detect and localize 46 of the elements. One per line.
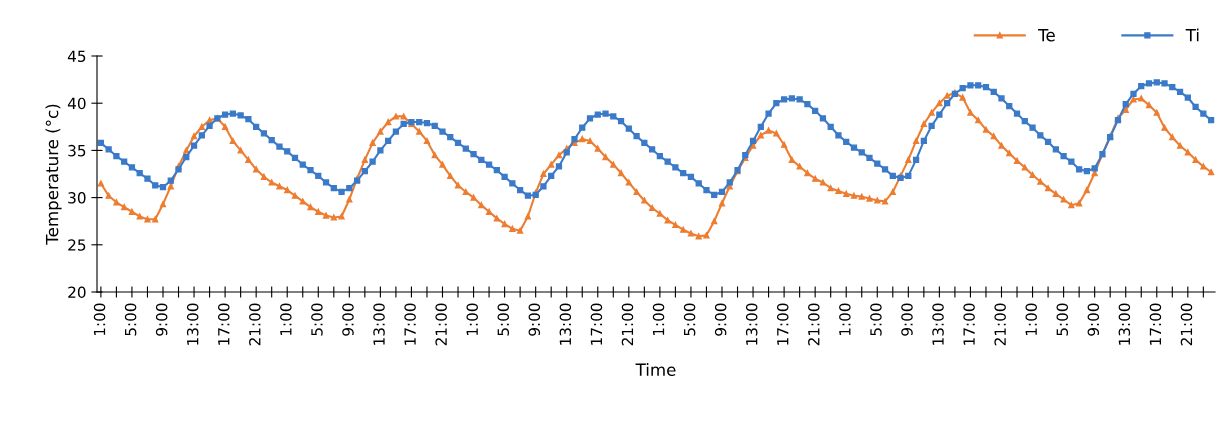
x-tick-label: 9:00: [342, 303, 354, 336]
legend-label: Ti: [1185, 28, 1199, 42]
x-tick-label: 5:00: [497, 303, 510, 336]
x-tick-label: 9:00: [714, 303, 727, 336]
y-tick-label: 35: [68, 144, 86, 157]
x-tick-label: 5:00: [1056, 303, 1069, 336]
x-axis-title: Time: [635, 363, 676, 377]
x-tick-label: 9:00: [1087, 303, 1100, 336]
x-tick-label: 17:00: [217, 303, 230, 345]
x-tick-label: 13:00: [745, 303, 758, 345]
x-tick-label: 9:00: [528, 303, 541, 336]
x-tick-label: 13:00: [559, 303, 572, 345]
x-tick-label: 17:00: [590, 303, 603, 345]
x-tick-label: 5:00: [124, 303, 137, 336]
y-tick-label: 25: [68, 239, 86, 251]
x-tick-label: 1:00: [652, 303, 665, 336]
x-tick-label: 13:00: [932, 303, 944, 345]
x-tick-label: 21:00: [994, 303, 1006, 346]
x-tick-label: 1:00: [1025, 303, 1037, 336]
y-tick-label: 40: [67, 97, 86, 110]
x-tick-label: 5:00: [311, 303, 323, 336]
x-tick-label: 9:00: [901, 303, 913, 336]
x-tick-label: 1:00: [280, 303, 292, 336]
x-tick-label: 21:00: [435, 303, 447, 346]
x-tick-label: 17:00: [404, 303, 416, 345]
x-tick-label: 21:00: [621, 303, 634, 346]
x-tick-label: 13:00: [1118, 303, 1131, 345]
y-tick-label: 30: [68, 192, 86, 204]
x-tick-label: 5:00: [870, 303, 882, 336]
y-axis-title: Temperature (°c): [45, 104, 62, 245]
x-tick-label: 1:00: [93, 303, 106, 336]
x-tick-label: 17:00: [776, 303, 789, 345]
x-tick-label: 1:00: [466, 303, 478, 336]
x-tick-label: 13:00: [373, 303, 385, 345]
x-tick-label: 1:00: [839, 303, 851, 336]
y-tick-label: 20: [68, 286, 86, 299]
y-tick-label: 45: [67, 50, 86, 63]
x-tick-label: 21:00: [1180, 303, 1193, 346]
x-tick-label: 13:00: [186, 303, 199, 345]
x-tick-label: 17:00: [1149, 303, 1162, 345]
x-tick-label: 5:00: [683, 303, 696, 336]
legend-label: Te: [1038, 29, 1055, 42]
x-tick-label: 17:00: [963, 303, 975, 345]
x-tick-label: 21:00: [808, 303, 820, 346]
x-tick-label: 21:00: [249, 303, 261, 346]
x-tick-label: 9:00: [155, 303, 168, 336]
